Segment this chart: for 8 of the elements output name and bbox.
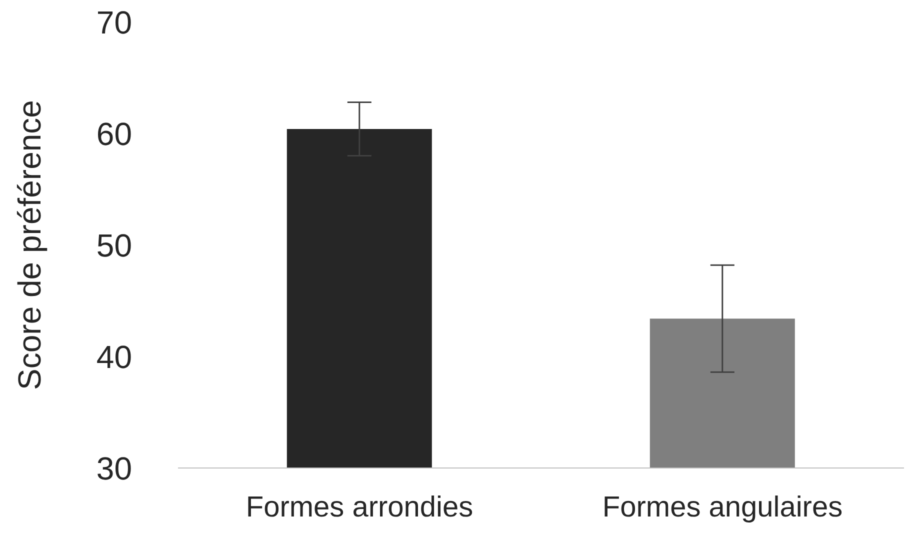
y-tick-label: 40 [96,338,132,375]
y-axis-title: Score de préférence [11,100,48,390]
y-tick-label: 50 [96,227,132,264]
y-tick-label: 60 [96,116,132,152]
x-tick-label: Formes angulaires [602,492,843,524]
y-tick-label: 70 [96,4,132,40]
x-tick-label: Formes arrondies [246,492,474,524]
y-tick-label: 30 [96,450,132,486]
